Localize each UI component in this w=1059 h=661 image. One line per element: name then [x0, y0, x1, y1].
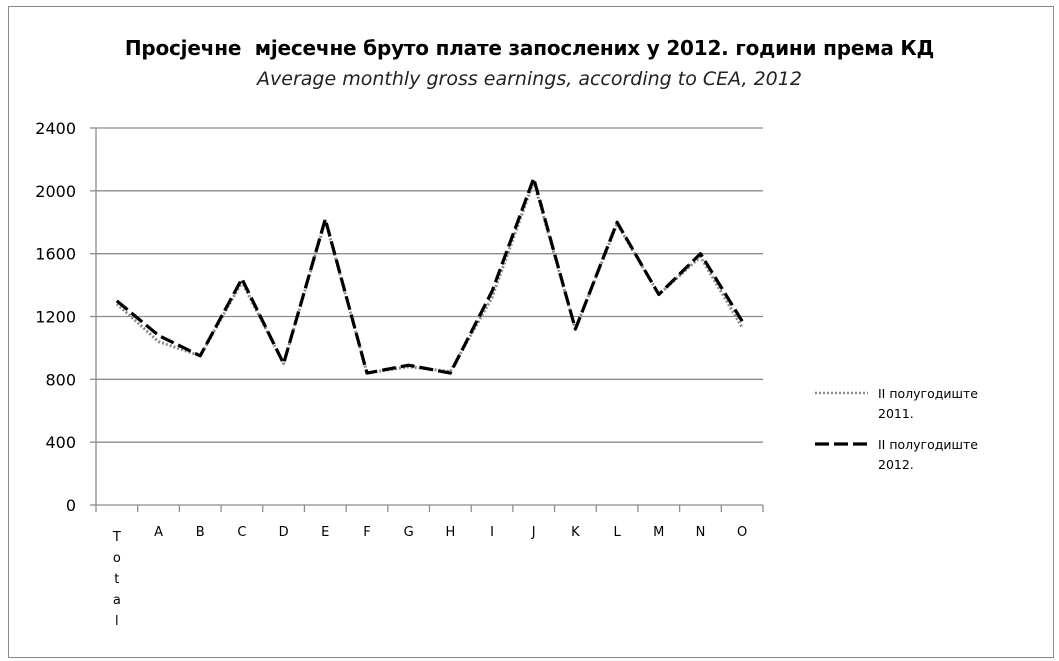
x-tick-label: O [737, 525, 747, 540]
legend-label-2: 2012. [878, 457, 914, 472]
axes [90, 127, 764, 512]
series-line-2 [115, 176, 744, 375]
x-tick-label: N [696, 525, 706, 540]
legend-label-1: II полугодиште [878, 386, 978, 401]
gridlines [96, 127, 763, 443]
legend: II полугодиште 2011. II полугодиште 2012. [815, 386, 978, 472]
x-tick-label: I [490, 525, 494, 540]
x-tick-label: H [445, 525, 455, 540]
data-series [115, 176, 744, 375]
x-tick-label: M [653, 525, 664, 540]
chart-title: Просјечне мјесечне бруто плате запослени… [124, 36, 935, 60]
y-tick-label: 0 [66, 496, 76, 515]
y-tick-label: 1600 [35, 245, 76, 264]
chart-subtitle: Average monthly gross earnings, accordin… [257, 68, 802, 90]
y-tick-label: 800 [45, 370, 76, 389]
y-tick-label: 400 [45, 433, 76, 452]
x-tick-label: G [404, 525, 414, 540]
x-tick-label: D [279, 525, 289, 540]
y-tick-label: 2400 [35, 119, 76, 138]
x-tick-label: F [363, 525, 370, 540]
x-tick-label: L [613, 525, 621, 540]
x-tick-label: B [196, 525, 205, 540]
x-tick-label: E [321, 525, 329, 540]
y-tick-label: 2000 [35, 182, 76, 201]
chart-frame [8, 6, 1054, 658]
legend-label-2: II полугодиште [878, 437, 978, 452]
y-tick-labels: 0 400 800 1200 1600 2000 2400 [35, 119, 76, 515]
x-tick-label: J [531, 525, 536, 540]
x-tick-label: A [154, 525, 163, 540]
legend-label-1: 2011. [878, 406, 914, 421]
x-tick-label: K [571, 525, 580, 540]
x-tick-label: C [237, 525, 246, 540]
y-tick-label: 1200 [35, 308, 76, 327]
